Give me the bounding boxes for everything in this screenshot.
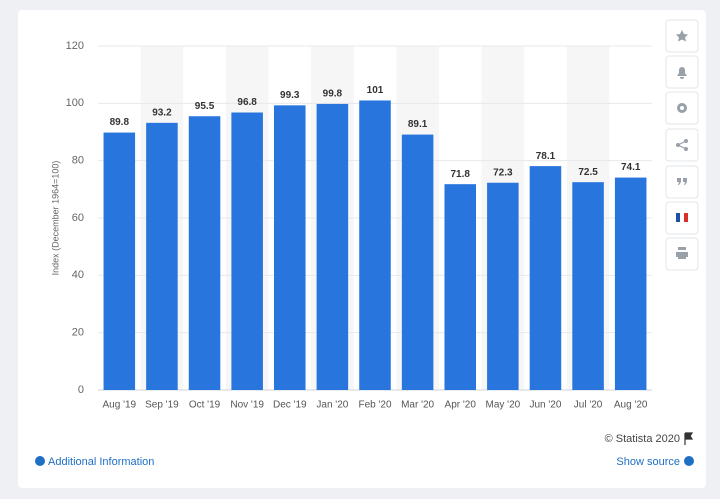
quote-icon <box>677 178 687 185</box>
bar <box>444 184 476 390</box>
y-tick-label: 0 <box>78 384 84 396</box>
bell-icon <box>677 67 687 79</box>
value-label: 93.2 <box>152 107 172 118</box>
x-tick-label: Oct '19 <box>189 400 221 411</box>
flag-red <box>684 213 688 222</box>
y-tick-label: 80 <box>72 155 84 167</box>
y-tick-label: 100 <box>66 97 84 109</box>
bar <box>146 122 178 391</box>
info-icon <box>684 456 694 466</box>
y-tick-label: 40 <box>72 269 84 281</box>
share-icon <box>676 139 688 151</box>
value-label: 101 <box>367 85 384 96</box>
bar <box>529 166 562 390</box>
y-tick-label: 120 <box>66 40 84 52</box>
x-tick-label: Mar '20 <box>401 400 434 411</box>
flag-blue <box>676 213 680 222</box>
flag-icon <box>684 432 694 445</box>
value-label: 71.8 <box>450 169 470 180</box>
bar <box>231 112 263 391</box>
y-axis-label: Index (December 1964=100) <box>50 161 60 276</box>
bar <box>188 116 221 390</box>
x-tick-label: Jan '20 <box>316 400 348 411</box>
show-source-link[interactable]: Show source <box>616 456 680 468</box>
bar <box>572 182 604 390</box>
x-tick-label: Aug '19 <box>103 400 137 411</box>
value-label: 99.3 <box>280 90 300 101</box>
x-tick-label: Jun '20 <box>529 400 561 411</box>
flag-white <box>680 213 684 222</box>
x-tick-label: Jul '20 <box>574 400 603 411</box>
value-label: 89.8 <box>110 117 130 128</box>
bar <box>316 103 349 390</box>
value-label: 99.8 <box>323 89 343 100</box>
sidebar-icons <box>676 30 688 259</box>
value-label: 78.1 <box>536 151 556 162</box>
sidebar <box>665 19 699 271</box>
bar <box>274 105 306 390</box>
x-tick-label: Apr '20 <box>445 400 477 411</box>
cite-button[interactable] <box>665 165 699 199</box>
bar <box>103 132 136 390</box>
value-label: 72.5 <box>578 167 598 178</box>
gear-hole <box>680 106 684 110</box>
value-label: 95.5 <box>195 101 215 112</box>
y-tick-label: 60 <box>72 212 84 224</box>
value-label: 72.3 <box>493 167 513 178</box>
x-tick-label: Nov '19 <box>230 400 264 411</box>
copyright: © Statista 2020 <box>605 433 680 445</box>
bar <box>614 177 647 390</box>
value-label: 96.8 <box>237 97 257 108</box>
value-label: 74.1 <box>621 162 641 173</box>
info-icon <box>35 456 45 466</box>
bar <box>401 134 434 390</box>
star-icon <box>676 30 688 42</box>
x-tick-label: Sep '19 <box>145 400 179 411</box>
plot-layer: 0 20 40 60 80 100 120 Aug '19 89.8 Sep '19 93.2 Oct… <box>66 40 652 411</box>
share-button[interactable] <box>665 128 699 162</box>
print-icon <box>676 247 688 259</box>
y-tick-label: 20 <box>72 327 84 339</box>
x-tick-label: Feb '20 <box>358 400 391 411</box>
value-label: 89.1 <box>408 119 428 130</box>
bar <box>359 100 391 390</box>
additional-info-link[interactable]: Additional Information <box>48 456 154 468</box>
x-tick-label: Aug '20 <box>614 400 648 411</box>
x-tick-label: Dec '19 <box>273 400 307 411</box>
x-tick-label: May '20 <box>485 400 520 411</box>
bar <box>487 182 519 390</box>
